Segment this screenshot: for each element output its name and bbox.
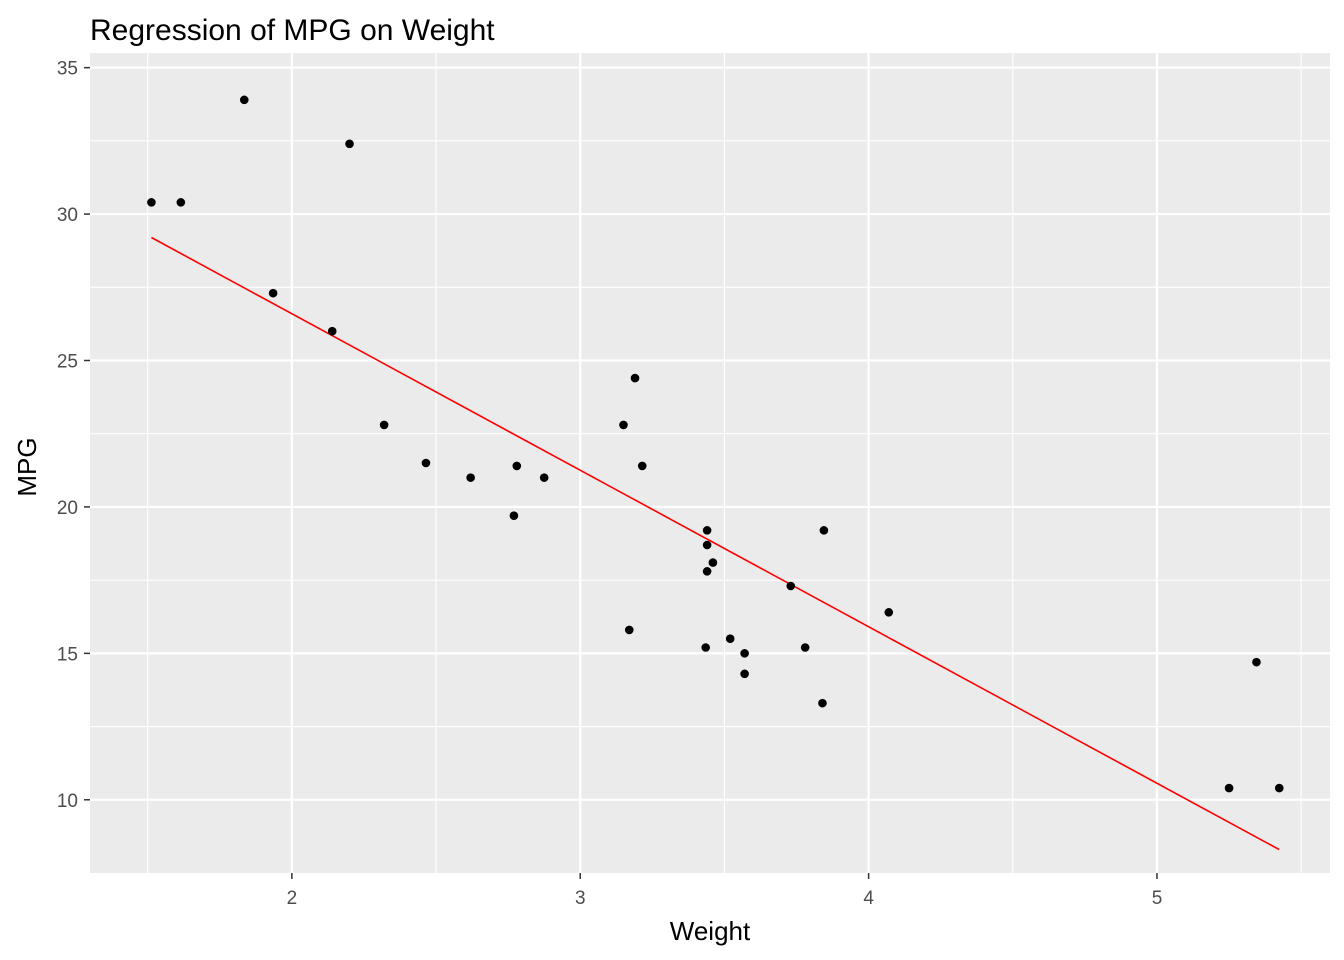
data-point <box>818 698 827 708</box>
data-point <box>740 669 749 679</box>
data-point <box>1224 783 1234 793</box>
regression-layer <box>151 236 1280 851</box>
x-tick-label: 2 <box>287 888 298 909</box>
x-tick-label: 5 <box>1152 888 1163 909</box>
data-point <box>725 634 735 644</box>
y-tick-label: 10 <box>57 791 78 812</box>
data-point <box>509 511 519 521</box>
data-point <box>1274 783 1284 793</box>
data-point <box>624 625 634 635</box>
data-point <box>176 198 186 207</box>
data-point <box>512 461 522 471</box>
data-point <box>884 608 894 617</box>
data-point <box>379 420 389 430</box>
plot-panel <box>90 53 1330 873</box>
data-point <box>637 461 647 471</box>
y-tick-label: 20 <box>57 498 78 519</box>
y-tick-label: 15 <box>57 644 78 665</box>
data-point <box>421 458 431 468</box>
chart-title: Regression of MPG on Weight <box>90 14 495 47</box>
y-axis-label: MPG <box>12 437 42 496</box>
data-point <box>702 540 712 550</box>
data-point <box>345 139 354 149</box>
data-point <box>708 558 718 567</box>
x-axis-label: Weight <box>670 916 751 946</box>
data-point <box>1252 657 1261 667</box>
data-point <box>539 473 549 482</box>
data-point <box>630 373 640 383</box>
grid-major-lines <box>90 53 1330 873</box>
data-point <box>268 288 278 298</box>
points-layer <box>147 95 1284 793</box>
data-point <box>327 326 337 336</box>
data-point <box>702 526 712 535</box>
data-point <box>239 95 249 105</box>
data-point <box>800 643 810 652</box>
data-point <box>786 581 796 591</box>
regression-line <box>151 236 1280 851</box>
data-point <box>466 473 475 482</box>
y-tick-label: 25 <box>57 352 78 373</box>
data-point <box>147 198 156 207</box>
data-point <box>619 420 628 430</box>
grid-minor-lines <box>90 53 1330 873</box>
data-point <box>701 643 710 652</box>
data-point <box>702 567 712 576</box>
data-point <box>740 649 749 658</box>
y-axis-ticks: 10 15 20 25 30 35 <box>57 59 90 812</box>
y-tick-label: 30 <box>57 205 78 226</box>
x-tick-label: 4 <box>863 888 874 909</box>
y-tick-label: 35 <box>57 59 78 80</box>
x-axis-ticks: 2 3 4 5 <box>287 873 1163 909</box>
x-tick-label: 3 <box>575 888 586 909</box>
data-point <box>819 526 829 535</box>
